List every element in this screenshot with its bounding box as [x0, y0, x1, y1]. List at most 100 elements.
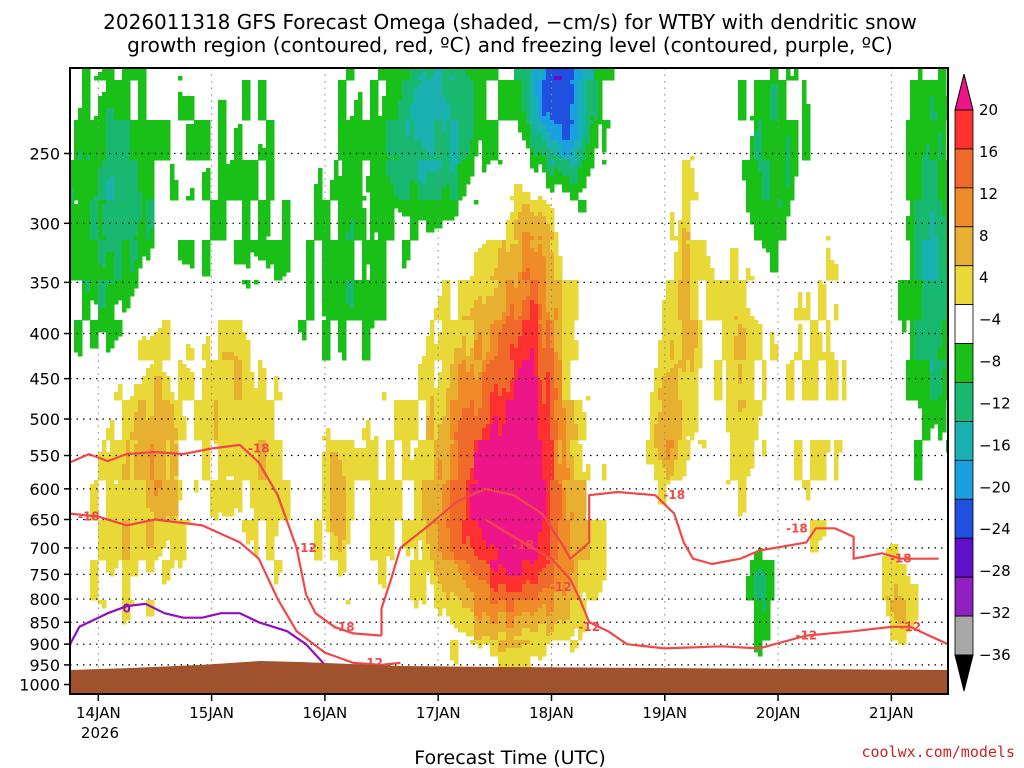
omega-cell — [346, 288, 351, 293]
omega-cell — [142, 208, 147, 213]
omega-cell — [346, 516, 351, 521]
omega-cell — [138, 244, 143, 249]
omega-cell — [74, 156, 79, 161]
omega-cell — [86, 204, 91, 209]
omega-cell — [370, 104, 375, 109]
omega-cell — [374, 532, 379, 537]
omega-cell — [110, 200, 115, 205]
omega-cell — [354, 216, 359, 221]
omega-cell — [146, 212, 151, 217]
omega-cell — [150, 500, 155, 505]
omega-cell — [110, 464, 115, 469]
omega-cell — [82, 208, 87, 213]
omega-cell — [382, 280, 387, 285]
omega-cell — [374, 536, 379, 541]
omega-cell — [230, 404, 235, 409]
omega-cell — [178, 412, 183, 417]
omega-cell — [254, 396, 259, 401]
omega-cell — [154, 352, 159, 357]
omega-cell — [130, 136, 135, 141]
omega-cell — [258, 432, 263, 437]
omega-cell — [198, 136, 203, 141]
omega-cell — [286, 224, 291, 229]
omega-cell — [102, 324, 107, 329]
omega-cell — [242, 524, 247, 529]
omega-cell — [270, 428, 275, 433]
omega-cell — [338, 500, 343, 505]
omega-cell — [146, 560, 151, 565]
omega-cell — [326, 476, 331, 481]
omega-cell — [338, 548, 343, 553]
omega-cell — [102, 116, 107, 121]
omega-cell — [334, 296, 339, 301]
omega-cell — [94, 208, 99, 213]
omega-cell — [90, 292, 95, 297]
omega-cell — [226, 328, 231, 333]
omega-cell — [330, 548, 335, 553]
omega-cell — [370, 168, 375, 173]
omega-cell — [102, 160, 107, 165]
omega-cell — [142, 196, 147, 201]
omega-cell — [246, 384, 251, 389]
omega-cell — [106, 520, 111, 525]
omega-cell — [174, 448, 179, 453]
omega-cell — [370, 192, 375, 197]
omega-cell — [230, 492, 235, 497]
omega-cell — [242, 420, 247, 425]
omega-cell — [370, 488, 375, 493]
omega-cell — [90, 516, 95, 521]
omega-cell — [262, 408, 267, 413]
omega-cell — [230, 480, 235, 485]
omega-cell — [154, 540, 159, 545]
omega-cell — [102, 188, 107, 193]
omega-cell — [382, 164, 387, 169]
omega-cell — [122, 196, 127, 201]
omega-cell — [94, 148, 99, 153]
omega-cell — [150, 420, 155, 425]
omega-cell — [302, 328, 307, 333]
omega-cell — [150, 460, 155, 465]
omega-cell — [194, 120, 199, 125]
omega-cell — [342, 184, 347, 189]
omega-cell — [214, 388, 219, 393]
chart-title-line-2: growth region (contoured, red, ºC) and f… — [127, 33, 893, 57]
omega-cell — [342, 444, 347, 449]
omega-cell — [134, 504, 139, 509]
omega-cell — [222, 476, 227, 481]
omega-cell — [70, 172, 75, 177]
omega-cell — [258, 400, 263, 405]
omega-cell — [222, 368, 227, 373]
omega-cell — [326, 248, 331, 253]
omega-cell — [258, 428, 263, 433]
omega-cell — [330, 296, 335, 301]
omega-cell — [98, 240, 103, 245]
omega-cell — [86, 240, 91, 245]
omega-cell — [98, 296, 103, 301]
omega-cell — [378, 156, 383, 161]
omega-cell — [126, 476, 131, 481]
omega-cell — [158, 476, 163, 481]
omega-cell — [390, 72, 395, 77]
omega-cell — [110, 448, 115, 453]
omega-cell — [126, 92, 131, 97]
omega-cell — [230, 508, 235, 513]
omega-cell — [354, 120, 359, 125]
omega-cell — [130, 512, 135, 517]
omega-cell — [130, 412, 135, 417]
omega-cell — [382, 136, 387, 141]
omega-cell — [202, 260, 207, 265]
omega-cell — [218, 200, 223, 205]
omega-cell — [234, 364, 239, 369]
omega-cell — [130, 504, 135, 509]
omega-cell — [78, 340, 83, 345]
omega-cell — [354, 448, 359, 453]
omega-cell — [374, 228, 379, 233]
omega-cell — [130, 288, 135, 293]
omega-cell — [366, 180, 371, 185]
omega-cell — [338, 268, 343, 273]
omega-cell — [154, 388, 159, 393]
omega-cell — [118, 492, 123, 497]
omega-cell — [122, 416, 127, 421]
omega-cell — [142, 500, 147, 505]
omega-cell — [326, 472, 331, 477]
